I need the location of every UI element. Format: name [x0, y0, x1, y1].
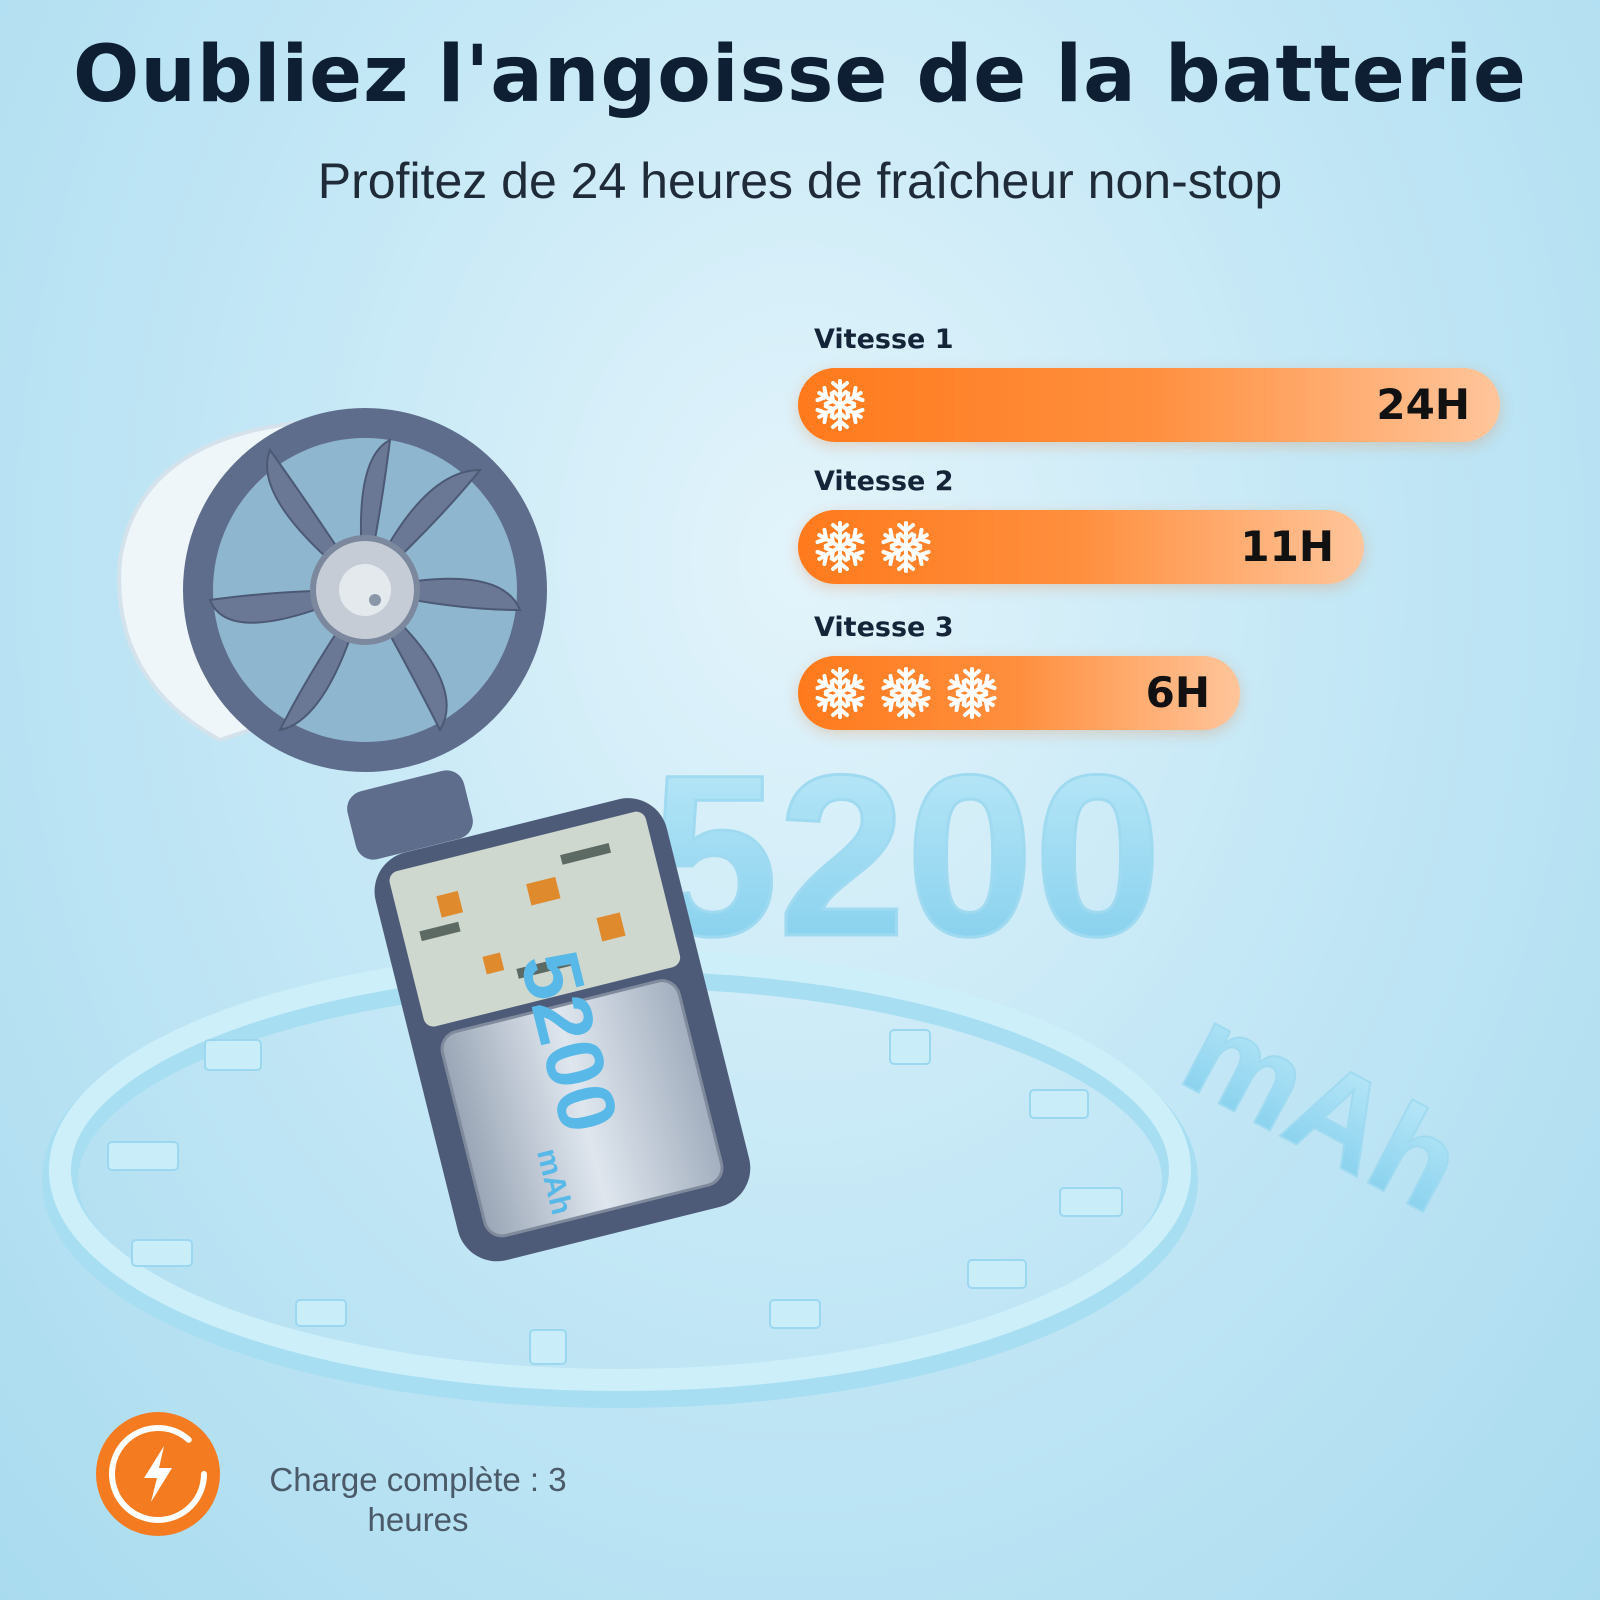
handheld-fan: 5200 mAh	[117, 408, 751, 1262]
snowflake-icon	[944, 665, 1000, 721]
lightning-charge-icon	[96, 1412, 220, 1536]
snowflake-icon	[812, 377, 868, 433]
page-subtitle: Profitez de 24 heures de fraîcheur non-s…	[317, 153, 1283, 209]
speed-1-bar: 24H	[798, 368, 1500, 442]
snowflake-icon	[812, 519, 868, 575]
speed-2-label: Vitesse 2	[814, 466, 954, 497]
speed-2-block: Vitesse 2	[798, 466, 954, 514]
speed-2-duration: 11H	[1240, 522, 1334, 571]
speed-1-block: Vitesse 1	[798, 324, 954, 372]
big-capacity-text: 5200 mAh	[649, 726, 1487, 1242]
speed-1-label: Vitesse 1	[814, 324, 954, 355]
speed-3-duration: 6H	[1145, 668, 1210, 717]
speed-2-bar: 11H	[798, 510, 1364, 584]
speed-3-label: Vitesse 3	[814, 612, 954, 643]
svg-text:mAh: mAh	[1162, 976, 1486, 1241]
snowflake-icon	[812, 665, 868, 721]
charge-time-text: Charge complète : 3 heures	[269, 1461, 567, 1538]
page-title: Oubliez l'angoisse de la batterie	[73, 30, 1527, 120]
svg-text:5200: 5200	[650, 727, 1162, 984]
snowflake-icon	[878, 665, 934, 721]
speed-1-duration: 24H	[1376, 380, 1470, 429]
snowflake-icon	[878, 519, 934, 575]
speed-3-block: Vitesse 3	[798, 612, 954, 660]
speed-3-bar: 6H	[798, 656, 1240, 730]
